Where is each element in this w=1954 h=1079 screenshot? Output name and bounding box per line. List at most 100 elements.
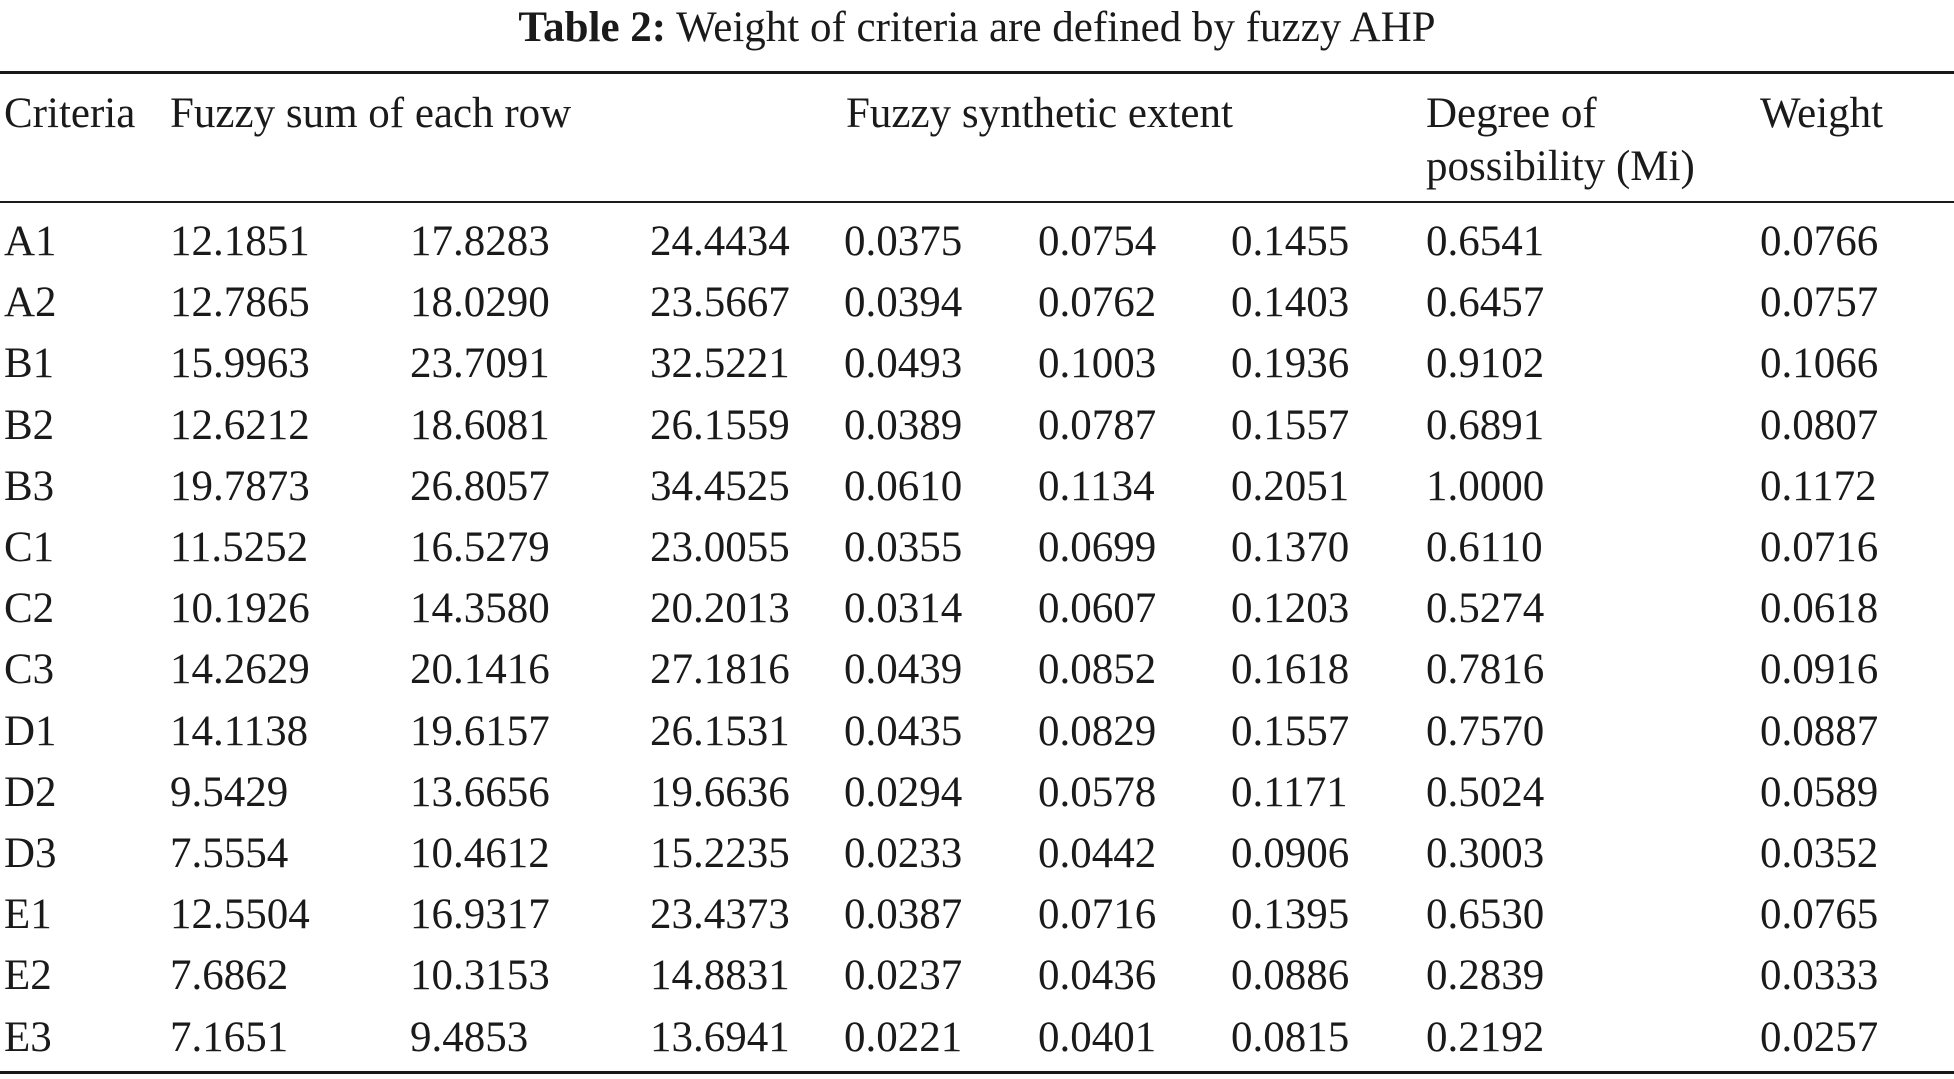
- cell-weight: 0.0765: [1760, 891, 1879, 939]
- cell-sum-high: 19.6636: [650, 768, 790, 816]
- cell-synth-mid: 0.0401: [1038, 1013, 1157, 1061]
- caption-text: Weight of criteria are defined by fuzzy …: [676, 4, 1436, 51]
- cell-criteria: E2: [4, 952, 52, 1000]
- header-fuzzy-sum: Fuzzy sum of each row: [170, 90, 572, 137]
- cell-sum-mid: 17.8283: [410, 218, 550, 265]
- cell-sum-mid: 14.3580: [410, 585, 550, 633]
- cell-sum-mid: 10.4612: [410, 830, 550, 877]
- cell-sum-mid: 18.6081: [410, 401, 550, 449]
- cell-synth-high: 0.0906: [1231, 830, 1350, 877]
- cell-synth-high: 0.1618: [1231, 646, 1350, 694]
- table-row: C2 10.1926 14.3580 20.2013 0.0314 0.0607 0.120…: [0, 578, 1954, 639]
- cell-degree: 0.2192: [1426, 1013, 1545, 1061]
- cell-weight: 0.0916: [1760, 646, 1879, 694]
- cell-sum-low: 12.1851: [170, 218, 310, 265]
- cell-synth-low: 0.0389: [844, 401, 963, 449]
- table-caption: Table 2: Weight of criteria are defined …: [0, 4, 1954, 52]
- cell-weight: 0.0333: [1760, 952, 1879, 1000]
- cell-sum-low: 10.1926: [170, 585, 310, 633]
- caption-label: Table 2:: [518, 4, 667, 51]
- cell-sum-mid: 9.4853: [410, 1013, 529, 1061]
- cell-synth-low: 0.0314: [844, 585, 963, 633]
- cell-weight: 0.0887: [1760, 707, 1879, 755]
- cell-synth-low: 0.0610: [844, 462, 963, 510]
- cell-criteria: B1: [4, 340, 55, 388]
- cell-sum-high: 32.5221: [650, 340, 790, 388]
- table-row: A2 12.7865 18.0290 23.5667 0.0394 0.0762 0.140…: [0, 272, 1954, 333]
- cell-sum-low: 9.5429: [170, 768, 289, 816]
- cell-sum-low: 7.1651: [170, 1013, 289, 1061]
- cell-sum-mid: 16.9317: [410, 891, 550, 939]
- cell-synth-mid: 0.0699: [1038, 524, 1157, 571]
- cell-sum-low: 12.5504: [170, 891, 310, 939]
- cell-synth-low: 0.0387: [844, 891, 963, 939]
- cell-synth-mid: 0.0436: [1038, 952, 1157, 1000]
- cell-sum-mid: 20.1416: [410, 646, 550, 694]
- cell-degree: 0.2839: [1426, 952, 1545, 1000]
- header-degree-line1: Degree of: [1426, 90, 1597, 137]
- cell-criteria: B2: [4, 401, 55, 449]
- cell-sum-high: 34.4525: [650, 462, 790, 510]
- cell-synth-mid: 0.0754: [1038, 218, 1157, 265]
- cell-synth-high: 0.1936: [1231, 340, 1350, 388]
- cell-criteria: D3: [4, 830, 57, 877]
- cell-synth-low: 0.0233: [844, 830, 963, 877]
- cell-degree: 0.5024: [1426, 768, 1545, 816]
- header-fuzzy-synthetic-extent: Fuzzy synthetic extent: [846, 90, 1233, 137]
- cell-synth-low: 0.0221: [844, 1013, 963, 1061]
- table-row: A1 12.1851 17.8283 24.4434 0.0375 0.0754 0.145…: [0, 211, 1954, 272]
- cell-synth-low: 0.0237: [844, 952, 963, 1000]
- cell-sum-low: 19.7873: [170, 462, 310, 510]
- table-row: E3 7.1651 9.4853 13.6941 0.0221 0.0401 0.0815 0…: [0, 1007, 1954, 1068]
- cell-criteria: B3: [4, 462, 55, 510]
- cell-synth-low: 0.0435: [844, 707, 963, 755]
- cell-sum-high: 20.2013: [650, 585, 790, 633]
- cell-sum-low: 11.5252: [170, 524, 309, 571]
- cell-sum-mid: 16.5279: [410, 524, 550, 571]
- cell-synth-mid: 0.0716: [1038, 891, 1157, 939]
- cell-weight: 0.0257: [1760, 1013, 1879, 1061]
- cell-synth-low: 0.0375: [844, 218, 963, 265]
- cell-sum-low: 14.2629: [170, 646, 310, 694]
- table-row: D3 7.5554 10.4612 15.2235 0.0233 0.0442 0.0906…: [0, 823, 1954, 884]
- cell-degree: 0.7816: [1426, 646, 1545, 694]
- header-degree-line2: possibility (Mi): [1426, 143, 1695, 190]
- table-row: B2 12.6212 18.6081 26.1559 0.0389 0.0787 0.155…: [0, 395, 1954, 456]
- cell-synth-high: 0.2051: [1231, 462, 1350, 510]
- cell-sum-mid: 18.0290: [410, 279, 550, 327]
- cell-synth-high: 0.1370: [1231, 524, 1350, 571]
- table-row: B3 19.7873 26.8057 34.4525 0.0610 0.1134 0.205…: [0, 456, 1954, 517]
- cell-sum-high: 26.1559: [650, 401, 790, 449]
- table-row: B1 15.9963 23.7091 32.5221 0.0493 0.1003 0.193…: [0, 333, 1954, 394]
- cell-sum-low: 15.9963: [170, 340, 310, 388]
- cell-degree: 0.9102: [1426, 340, 1545, 388]
- cell-sum-mid: 13.6656: [410, 768, 550, 816]
- cell-weight: 0.0807: [1760, 401, 1879, 449]
- cell-weight: 0.0352: [1760, 830, 1879, 877]
- bottom-rule: [0, 1071, 1954, 1074]
- cell-criteria: C2: [4, 585, 55, 633]
- cell-synth-high: 0.1455: [1231, 218, 1350, 265]
- cell-synth-high: 0.1403: [1231, 279, 1350, 327]
- cell-sum-high: 26.1531: [650, 707, 790, 755]
- cell-sum-high: 23.0055: [650, 524, 790, 571]
- cell-synth-mid: 0.0829: [1038, 707, 1157, 755]
- cell-sum-low: 12.7865: [170, 279, 310, 327]
- cell-degree: 0.3003: [1426, 830, 1545, 877]
- cell-degree: 0.6891: [1426, 401, 1545, 449]
- cell-synth-low: 0.0294: [844, 768, 963, 816]
- cell-sum-high: 15.2235: [650, 830, 790, 877]
- cell-weight: 0.1172: [1760, 462, 1877, 510]
- cell-synth-high: 0.1171: [1231, 768, 1348, 816]
- header-criteria: Criteria: [4, 90, 136, 137]
- cell-sum-low: 7.5554: [170, 830, 289, 877]
- cell-sum-mid: 26.8057: [410, 462, 550, 510]
- header-weight: Weight: [1760, 90, 1884, 137]
- cell-sum-low: 14.1138: [170, 707, 309, 755]
- cell-weight: 0.0766: [1760, 218, 1879, 265]
- cell-synth-mid: 0.0762: [1038, 279, 1157, 327]
- table-row: D1 14.1138 19.6157 26.1531 0.0435 0.0829 0.155…: [0, 701, 1954, 762]
- cell-synth-mid: 0.0578: [1038, 768, 1157, 816]
- table-row: C1 11.5252 16.5279 23.0055 0.0355 0.0699 0.137…: [0, 517, 1954, 578]
- cell-criteria: C3: [4, 646, 55, 694]
